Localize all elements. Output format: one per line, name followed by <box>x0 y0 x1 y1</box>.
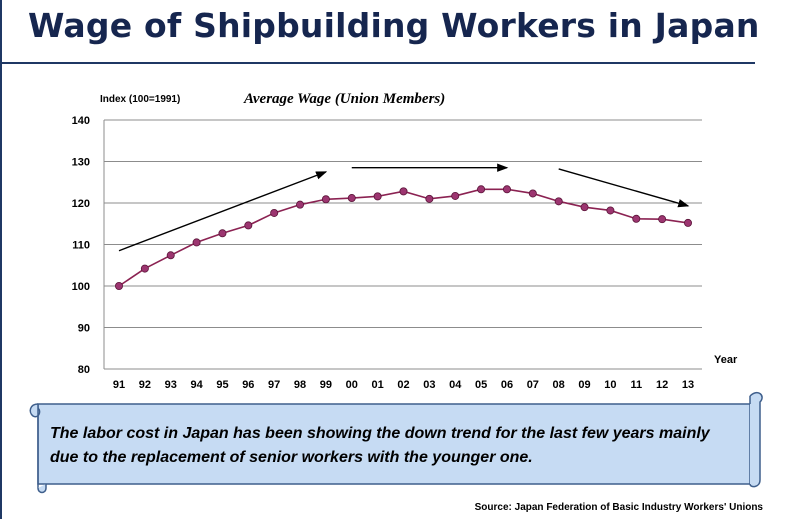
data-point <box>451 191 460 200</box>
x-tick-label: 10 <box>604 379 616 391</box>
x-tick-label: 93 <box>165 379 177 391</box>
x-tick-label: 94 <box>190 379 203 391</box>
x-tick-label: 07 <box>527 379 539 391</box>
data-point <box>192 238 201 247</box>
y-tick-label: 110 <box>72 240 90 252</box>
x-tick-label: 08 <box>553 379 565 391</box>
scroll-curl-bottom-left <box>37 484 47 494</box>
x-tick-label: 09 <box>578 379 590 391</box>
x-tick-label: 01 <box>372 379 384 391</box>
y-tick-label: 130 <box>72 157 90 169</box>
data-point <box>140 264 149 273</box>
data-point <box>528 189 537 198</box>
x-tick-label: 04 <box>449 379 462 391</box>
x-tick-label: 98 <box>294 379 306 391</box>
title-underline <box>0 62 755 64</box>
source-note: Source: Japan Federation of Basic Indust… <box>474 502 763 513</box>
data-point <box>684 218 693 227</box>
y-tick-label: 90 <box>78 323 90 335</box>
x-tick-label: 95 <box>216 379 228 391</box>
x-tick-label: 02 <box>397 379 409 391</box>
x-tick-label: 11 <box>630 379 642 391</box>
left-accent-rule <box>0 0 2 519</box>
data-point <box>166 251 175 260</box>
y-tick-label: 80 <box>78 364 90 376</box>
scroll-right-roll <box>749 391 763 488</box>
data-point <box>270 208 279 217</box>
chart-title: Average Wage (Union Members) <box>243 91 445 107</box>
data-point <box>554 197 563 206</box>
data-point <box>502 185 511 194</box>
y-tick-label: 120 <box>72 198 90 210</box>
slide-title: Wage of Shipbuilding Workers in Japan <box>28 6 760 45</box>
data-point <box>321 195 330 204</box>
data-point <box>373 192 382 201</box>
scroll-shape <box>29 391 763 494</box>
series-line <box>118 188 689 287</box>
data-point <box>347 194 356 203</box>
x-tick-label: 96 <box>242 379 254 391</box>
x-axis-label: Year <box>714 354 738 366</box>
x-tick-label: 92 <box>139 379 151 391</box>
data-point <box>218 229 227 238</box>
data-point <box>425 194 434 203</box>
y-axis-label: Index (100=1991) <box>100 94 180 105</box>
y-tick-label: 100 <box>72 281 90 293</box>
x-tick-label: 06 <box>501 379 513 391</box>
data-point <box>632 214 641 223</box>
x-tick-label: 91 <box>113 379 125 391</box>
x-tick-label: 99 <box>320 379 332 391</box>
y-tick-label: 140 <box>72 115 90 127</box>
callout-scroll: The labor cost in Japan has been showing… <box>24 388 768 496</box>
data-point <box>399 187 408 196</box>
line-chart: 80 90 100 110 120 130 140 91 92 93 94 95 96 97 98 99 00 0… <box>72 91 738 391</box>
trend-arrow <box>118 171 328 252</box>
data-point <box>115 281 124 290</box>
data-point <box>244 221 253 230</box>
x-tick-label: 05 <box>475 379 487 391</box>
trend-arrow <box>558 168 690 208</box>
x-tick-label: 00 <box>346 379 358 391</box>
data-point <box>580 203 589 212</box>
data-point <box>477 185 486 194</box>
x-tick-label: 03 <box>423 379 435 391</box>
data-point <box>296 200 305 209</box>
callout-text: The labor cost in Japan has been showing… <box>50 425 710 466</box>
data-point <box>606 206 615 215</box>
x-tick-label: 12 <box>656 379 668 391</box>
data-point <box>658 215 667 224</box>
x-tick-label: 97 <box>268 379 280 391</box>
x-tick-label: 13 <box>682 379 694 391</box>
